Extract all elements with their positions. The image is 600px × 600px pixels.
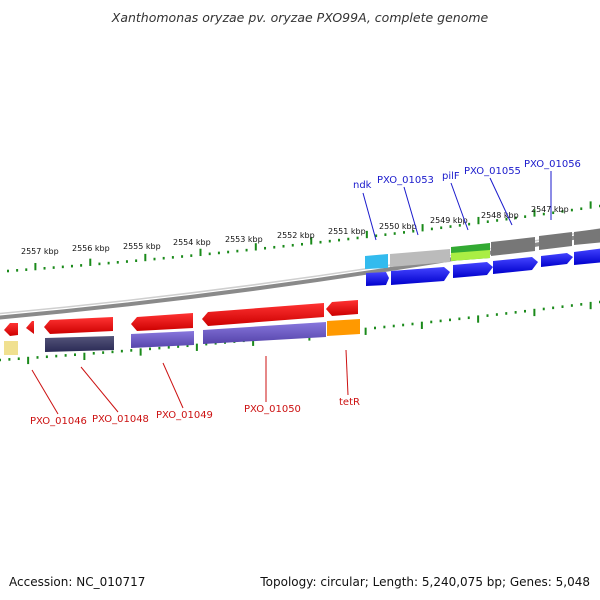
gene-label-top: PXO_01055 [464,166,521,177]
leader-line [362,192,377,241]
feature-pxo01046-rna [4,341,18,355]
tick-label: 2551 kbp [328,227,366,236]
gene-pxo01048 [44,317,113,334]
tick-label: 2553 kbp [225,235,263,244]
feature-pxo01055-gene [491,237,535,256]
gene-small-arrow [26,321,34,334]
cds-pilf [453,262,493,278]
leader-line [31,369,59,415]
tick-label: 2548 kbp [481,211,519,220]
leader-line [403,186,419,236]
tick-label: 2547 kbp [531,205,569,214]
tick-labels: 2557 kbp 2556 kbp 2555 kbp 2554 kbp 2553 kbp… [21,205,569,256]
outer-tick-ruler [7,201,600,273]
leader-line [345,349,349,396]
tick-label: 2550 kbp [379,222,417,231]
genome-summary-text: Topology: circular; Length: 5,240,075 bp… [260,575,590,589]
tick-label: 2556 kbp [72,244,110,253]
gene-label-bottom: PXO_01046 [30,416,87,427]
gene-tetr [326,300,358,316]
feature-pxo01053-gene [390,249,450,267]
gene-pxo01049 [131,313,193,331]
reverse-features [4,300,360,355]
tick-label: 2549 kbp [430,216,468,225]
gene-label-bottom: PXO_01049 [156,410,213,421]
map-title: Xanthomonas oryzae pv. oryzae PXO99A, co… [111,10,489,25]
gene-label-top: PXO_01056 [524,159,581,170]
feature-tetr-rna [327,319,360,336]
gene-label-top: PXO_01053 [377,175,434,186]
tick-label: 2555 kbp [123,242,161,251]
rna-pxo01050 [203,322,326,344]
cds-pxo01056 [541,253,573,267]
rna-pxo01048 [45,336,114,352]
rna-pxo01049 [131,331,194,348]
tick-label: 2552 kbp [277,231,315,240]
gene-label-bottom: tetR [339,397,360,408]
leader-line [450,182,469,231]
gene-label-top: ndk [353,180,372,191]
gene-pxo01046-arrow [4,323,18,336]
tick-label: 2554 kbp [173,238,211,247]
gene-label-bottom: PXO_01048 [92,414,149,425]
leader-line [80,366,119,413]
cds-ndk [366,272,389,286]
cds-pxo01055 [493,257,538,274]
feature-ndk-gene [365,254,388,269]
leader-line [489,177,513,226]
feature-gray-gene [574,228,600,245]
cds-pxo01053 [391,267,450,285]
feature-pilf-highlight [451,250,490,261]
feature-pxo01056-gene [539,232,572,250]
tick-label: 2557 kbp [21,247,59,256]
accession-text: Accession: NC_010717 [9,575,146,589]
gene-label-top: pilF [442,171,460,182]
cds-right-edge [574,248,600,265]
gene-label-bottom: PXO_01050 [244,404,301,415]
gene-pxo01050 [202,303,324,326]
forward-features [365,228,600,286]
leader-line [162,362,184,409]
